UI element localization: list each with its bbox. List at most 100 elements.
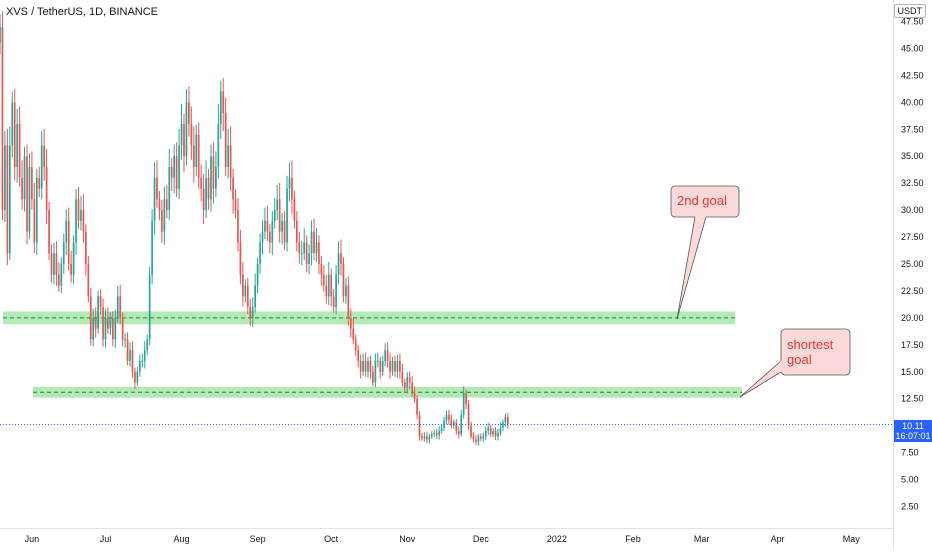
candle-body bbox=[256, 264, 259, 286]
candle-body bbox=[254, 285, 257, 308]
candle-body bbox=[305, 242, 308, 264]
x-tick-label: Mar bbox=[694, 534, 710, 544]
candle-body bbox=[475, 439, 477, 442]
candle-body bbox=[349, 317, 352, 329]
candle-body bbox=[210, 156, 212, 200]
candle-body bbox=[75, 199, 77, 243]
candle-body bbox=[40, 145, 43, 189]
candle-body bbox=[234, 199, 237, 211]
candle-body bbox=[271, 220, 274, 243]
symbol-label: XVS / TetherUS, 1D, BINANCE bbox=[6, 6, 159, 18]
candle-body bbox=[116, 296, 119, 318]
currency-label[interactable]: USDT bbox=[893, 4, 926, 18]
candle-body bbox=[212, 156, 215, 189]
candle-body bbox=[379, 360, 382, 372]
last-price-countdown: 16:07:01 bbox=[895, 431, 931, 441]
candle-body bbox=[384, 350, 387, 361]
candle-body bbox=[489, 427, 492, 435]
candle-body bbox=[11, 102, 14, 146]
candle-body bbox=[4, 145, 6, 211]
candle-body bbox=[330, 274, 333, 297]
x-tick-label: Dec bbox=[473, 534, 490, 544]
candle-body bbox=[347, 285, 350, 318]
candle-body bbox=[153, 177, 156, 221]
candle-body bbox=[55, 253, 58, 275]
candle-body bbox=[438, 431, 440, 436]
candle-body bbox=[185, 102, 188, 157]
candle-body bbox=[31, 167, 33, 200]
candle-body bbox=[197, 134, 200, 178]
candle-body bbox=[359, 360, 362, 372]
x-tick-label: Feb bbox=[625, 534, 641, 544]
candle-body bbox=[121, 317, 124, 340]
candle-body bbox=[175, 156, 178, 189]
candle-body bbox=[205, 177, 207, 211]
candle-body bbox=[506, 417, 509, 425]
candle-body bbox=[374, 360, 377, 383]
candle-body bbox=[141, 360, 144, 362]
candle-body bbox=[215, 167, 217, 189]
candle-body bbox=[298, 242, 301, 254]
candle-body bbox=[440, 427, 443, 432]
candle-body bbox=[161, 210, 163, 232]
candle-body bbox=[92, 317, 95, 340]
candle-body bbox=[251, 307, 254, 318]
candle-body bbox=[266, 220, 269, 232]
candle-body bbox=[111, 317, 114, 340]
candle-body bbox=[288, 177, 291, 189]
candle-body bbox=[65, 220, 68, 243]
candle-body bbox=[227, 145, 230, 168]
candle-body bbox=[242, 274, 244, 297]
candle-body bbox=[391, 360, 394, 372]
candle-body bbox=[188, 102, 190, 124]
candle-body bbox=[224, 113, 227, 168]
candle-body bbox=[70, 264, 73, 275]
candle-body bbox=[386, 350, 389, 361]
candle-body bbox=[77, 199, 80, 221]
candle-body bbox=[445, 414, 448, 421]
candle-body bbox=[146, 339, 149, 351]
callouts-layer bbox=[670, 185, 851, 398]
candle-body bbox=[43, 145, 46, 168]
candle-body bbox=[126, 339, 129, 361]
zone-rect-2[interactable] bbox=[33, 386, 742, 398]
y-tick-label: 32.50 bbox=[901, 178, 924, 188]
candle-body bbox=[67, 220, 70, 264]
callout-box-2[interactable] bbox=[780, 328, 851, 376]
candle-body bbox=[237, 210, 239, 243]
y-tick-label: 20.00 bbox=[901, 313, 924, 323]
candle-body bbox=[151, 220, 153, 275]
candle-body bbox=[504, 417, 507, 423]
candle-body bbox=[232, 177, 234, 200]
candle-body bbox=[470, 425, 472, 437]
candle-body bbox=[467, 404, 470, 426]
y-tick-label: 27.50 bbox=[901, 232, 924, 242]
candle-body bbox=[107, 317, 109, 329]
candle-body bbox=[332, 296, 335, 308]
candle-body bbox=[492, 431, 494, 435]
candle-body bbox=[308, 253, 310, 264]
candle-body bbox=[477, 436, 480, 442]
candle-body bbox=[286, 188, 288, 243]
candle-body bbox=[340, 253, 342, 264]
candle-body bbox=[35, 177, 38, 243]
candle-body bbox=[433, 433, 436, 435]
candle-body bbox=[389, 360, 391, 372]
candle-body bbox=[372, 371, 374, 383]
x-tick-label: Sep bbox=[250, 534, 266, 544]
candle-body bbox=[293, 199, 296, 221]
candle-body bbox=[104, 317, 107, 340]
x-tick-label: Jun bbox=[25, 534, 40, 544]
candle-body bbox=[264, 220, 266, 232]
candle-body bbox=[246, 285, 249, 308]
candle-body bbox=[89, 296, 92, 340]
candle-body bbox=[399, 360, 401, 372]
last-price-badge: 10.11 16:07:01 bbox=[894, 420, 932, 442]
candle-body bbox=[484, 431, 487, 437]
candle-body bbox=[195, 134, 198, 168]
candle-body bbox=[418, 414, 421, 437]
y-tick-label: 30.00 bbox=[901, 205, 924, 215]
candle-body bbox=[435, 433, 438, 436]
